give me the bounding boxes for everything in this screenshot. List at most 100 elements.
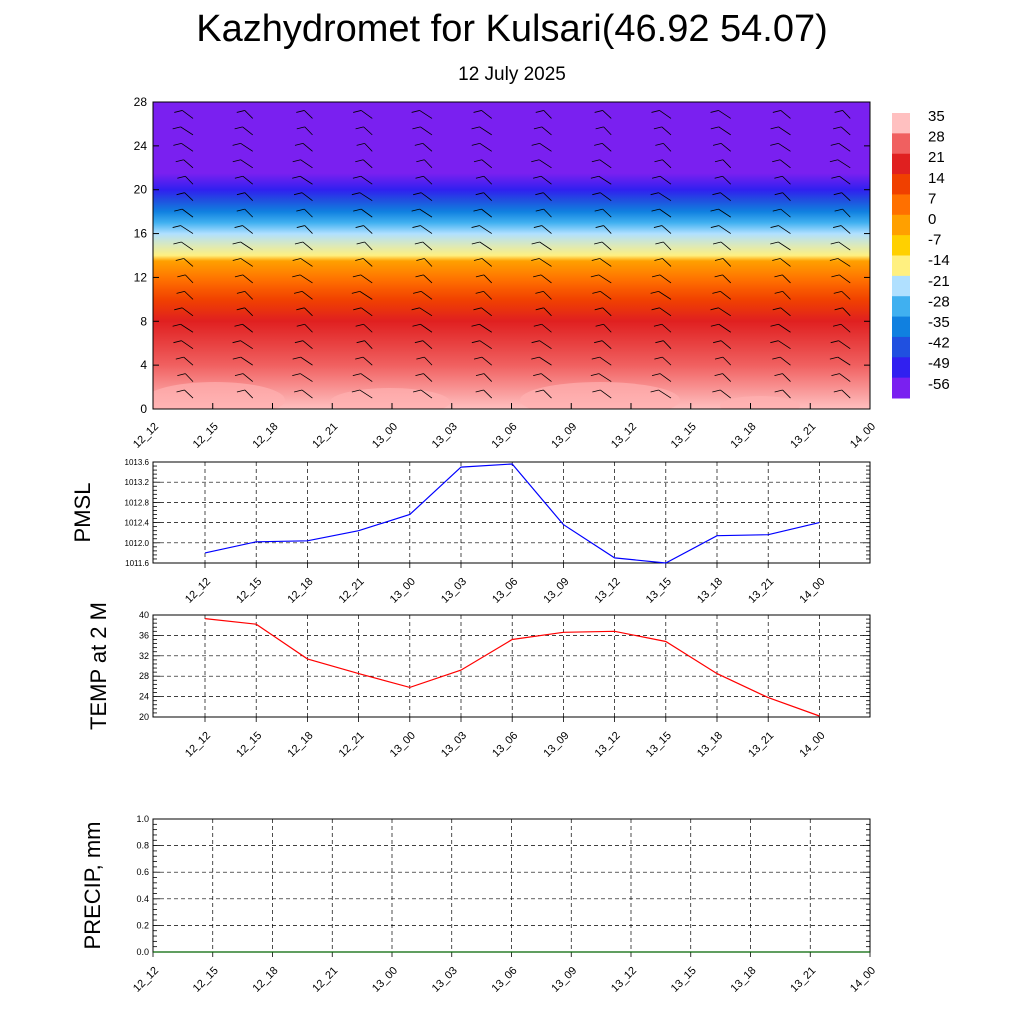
ytick-label: 0.8 bbox=[136, 841, 149, 851]
heatmap-field bbox=[153, 102, 870, 409]
colorbar-segment bbox=[892, 133, 910, 155]
colorbar-segment bbox=[892, 194, 910, 216]
colorbar-segment bbox=[892, 296, 910, 318]
heatmap-xtick-label: 13_03 bbox=[430, 421, 460, 451]
temperature-cross-section: 0 4 8 12 16 20 24 28 12_12 12_15 12_18 12_21 13_00 13… bbox=[131, 95, 878, 451]
ytick-label: 1011.6 bbox=[125, 559, 149, 568]
xtick-label: 14_00 bbox=[848, 965, 878, 995]
colorbar-label: -21 bbox=[928, 273, 950, 290]
heatmap-ytick-label: 8 bbox=[140, 314, 147, 328]
ytick-label: 24 bbox=[139, 692, 149, 702]
colorbar-segment bbox=[892, 275, 910, 297]
colorbar-label: -42 bbox=[928, 335, 950, 352]
ytick-label: 1012.0 bbox=[125, 539, 150, 548]
ytick-label: 40 bbox=[139, 610, 149, 620]
colorbar-label: 28 bbox=[928, 129, 945, 146]
xtick-label: 13_21 bbox=[788, 965, 818, 995]
heatmap-xtick-label: 12_18 bbox=[251, 421, 281, 451]
xtick-label: 12_21 bbox=[310, 965, 340, 995]
series-line bbox=[204, 463, 820, 564]
heatmap-ytick-label: 16 bbox=[134, 227, 148, 241]
xtick-label: 13_00 bbox=[388, 730, 418, 760]
panel-ylabel: TEMP at 2 M bbox=[86, 602, 111, 730]
xtick-label: 13_15 bbox=[669, 965, 699, 995]
ytick-label: 1.0 bbox=[136, 814, 149, 824]
heatmap-xtick-label: 13_12 bbox=[609, 421, 639, 451]
colorbar-segment bbox=[892, 174, 910, 195]
xtick-label: 13_06 bbox=[490, 965, 520, 995]
heatmap-ytick-label: 24 bbox=[134, 139, 148, 153]
xtick-label: 13_03 bbox=[430, 965, 460, 995]
ytick-label: 0.2 bbox=[136, 920, 149, 930]
xtick-label: 12_12 bbox=[183, 730, 213, 760]
colorbar: 35 28 21 14 7 0 -7 -14 -21 -28 -35 -42 -49 -56 bbox=[892, 108, 950, 399]
xtick-label: 12_15 bbox=[191, 965, 221, 995]
colorbar-segment bbox=[892, 113, 910, 134]
xtick-label: 13_09 bbox=[549, 965, 579, 995]
xtick-label: 12_18 bbox=[285, 730, 315, 760]
ytick-label: 1012.4 bbox=[125, 519, 150, 528]
ytick-label: 0.6 bbox=[136, 867, 149, 877]
ytick-label: 0.0 bbox=[136, 947, 149, 957]
heatmap-ytick-label: 4 bbox=[140, 358, 147, 372]
ytick-label: 0.4 bbox=[136, 894, 149, 904]
colorbar-segment bbox=[892, 214, 910, 236]
xtick-label: 13_18 bbox=[729, 965, 759, 995]
heatmap-xtick-label: 13_00 bbox=[370, 421, 400, 451]
heatmap-xtick-label: 13_15 bbox=[669, 421, 699, 451]
colorbar-label: -35 bbox=[928, 314, 950, 331]
temp-2m-panel: 20 24 28 32 36 40 TEMP at 2 M 12_12 12_15 12_18 12… bbox=[86, 602, 871, 760]
colorbar-label: 21 bbox=[928, 149, 945, 166]
colorbar-label: 35 bbox=[928, 108, 945, 125]
ytick-label: 36 bbox=[139, 630, 149, 640]
colorbar-label: -49 bbox=[928, 355, 950, 372]
xtick-label: 13_09 bbox=[541, 576, 571, 606]
colorbar-segment bbox=[892, 153, 910, 175]
colorbar-label: -56 bbox=[928, 376, 950, 393]
wind-barbs bbox=[172, 110, 851, 399]
heatmap-xtick-label: 12_12 bbox=[131, 421, 161, 451]
heatmap-xtick-label: 12_21 bbox=[310, 421, 340, 451]
heatmap-xtick-label: 12_15 bbox=[191, 421, 221, 451]
pmsl-panel: 1011.6 1012.0 1012.4 1012.8 1013.2 1013.6 PMSL… bbox=[70, 458, 871, 606]
xtick-label: 13_00 bbox=[388, 576, 418, 606]
heatmap-ytick-label: 28 bbox=[134, 95, 148, 109]
xtick-label: 13_18 bbox=[695, 730, 725, 760]
xtick-label: 12_15 bbox=[234, 576, 264, 606]
ytick-label: 28 bbox=[139, 671, 149, 681]
ytick-label: 32 bbox=[139, 651, 149, 661]
xtick-label: 13_03 bbox=[439, 730, 469, 760]
xtick-label: 13_15 bbox=[644, 730, 674, 760]
xtick-label: 13_15 bbox=[644, 576, 674, 606]
colorbar-label: 0 bbox=[928, 211, 936, 228]
xtick-label: 13_18 bbox=[695, 576, 725, 606]
xtick-label: 12_18 bbox=[251, 965, 281, 995]
ytick-label: 1012.8 bbox=[125, 498, 150, 507]
heatmap-xtick-label: 13_09 bbox=[549, 421, 579, 451]
heatmap-xtick-label: 13_06 bbox=[490, 421, 520, 451]
xtick-label: 12_15 bbox=[234, 730, 264, 760]
xtick-label: 14_00 bbox=[797, 730, 827, 760]
xtick-label: 12_12 bbox=[131, 965, 161, 995]
heatmap-ytick-label: 0 bbox=[140, 402, 147, 416]
panel-frame bbox=[152, 461, 871, 564]
ytick-label: 1013.2 bbox=[125, 478, 150, 487]
xtick-label: 12_21 bbox=[337, 576, 367, 606]
colorbar-label: -7 bbox=[928, 232, 941, 249]
colorbar-segment bbox=[892, 357, 910, 379]
xtick-label: 13_12 bbox=[593, 576, 623, 606]
colorbar-segment bbox=[892, 316, 910, 338]
heatmap-xtick-label: 14_00 bbox=[848, 421, 878, 451]
colorbar-segment bbox=[892, 235, 910, 256]
xtick-label: 13_00 bbox=[370, 965, 400, 995]
xtick-label: 13_21 bbox=[746, 576, 776, 606]
heatmap-ytick-label: 12 bbox=[134, 270, 148, 284]
xtick-label: 13_21 bbox=[746, 730, 776, 760]
xtick-label: 13_06 bbox=[490, 576, 520, 606]
xtick-label: 13_03 bbox=[439, 576, 469, 606]
ytick-label: 1013.6 bbox=[125, 458, 150, 467]
ytick-label: 20 bbox=[139, 712, 149, 722]
xtick-label: 14_00 bbox=[797, 576, 827, 606]
chart-title: Kazhydromet for Kulsari(46.92 54.07) bbox=[196, 8, 828, 50]
